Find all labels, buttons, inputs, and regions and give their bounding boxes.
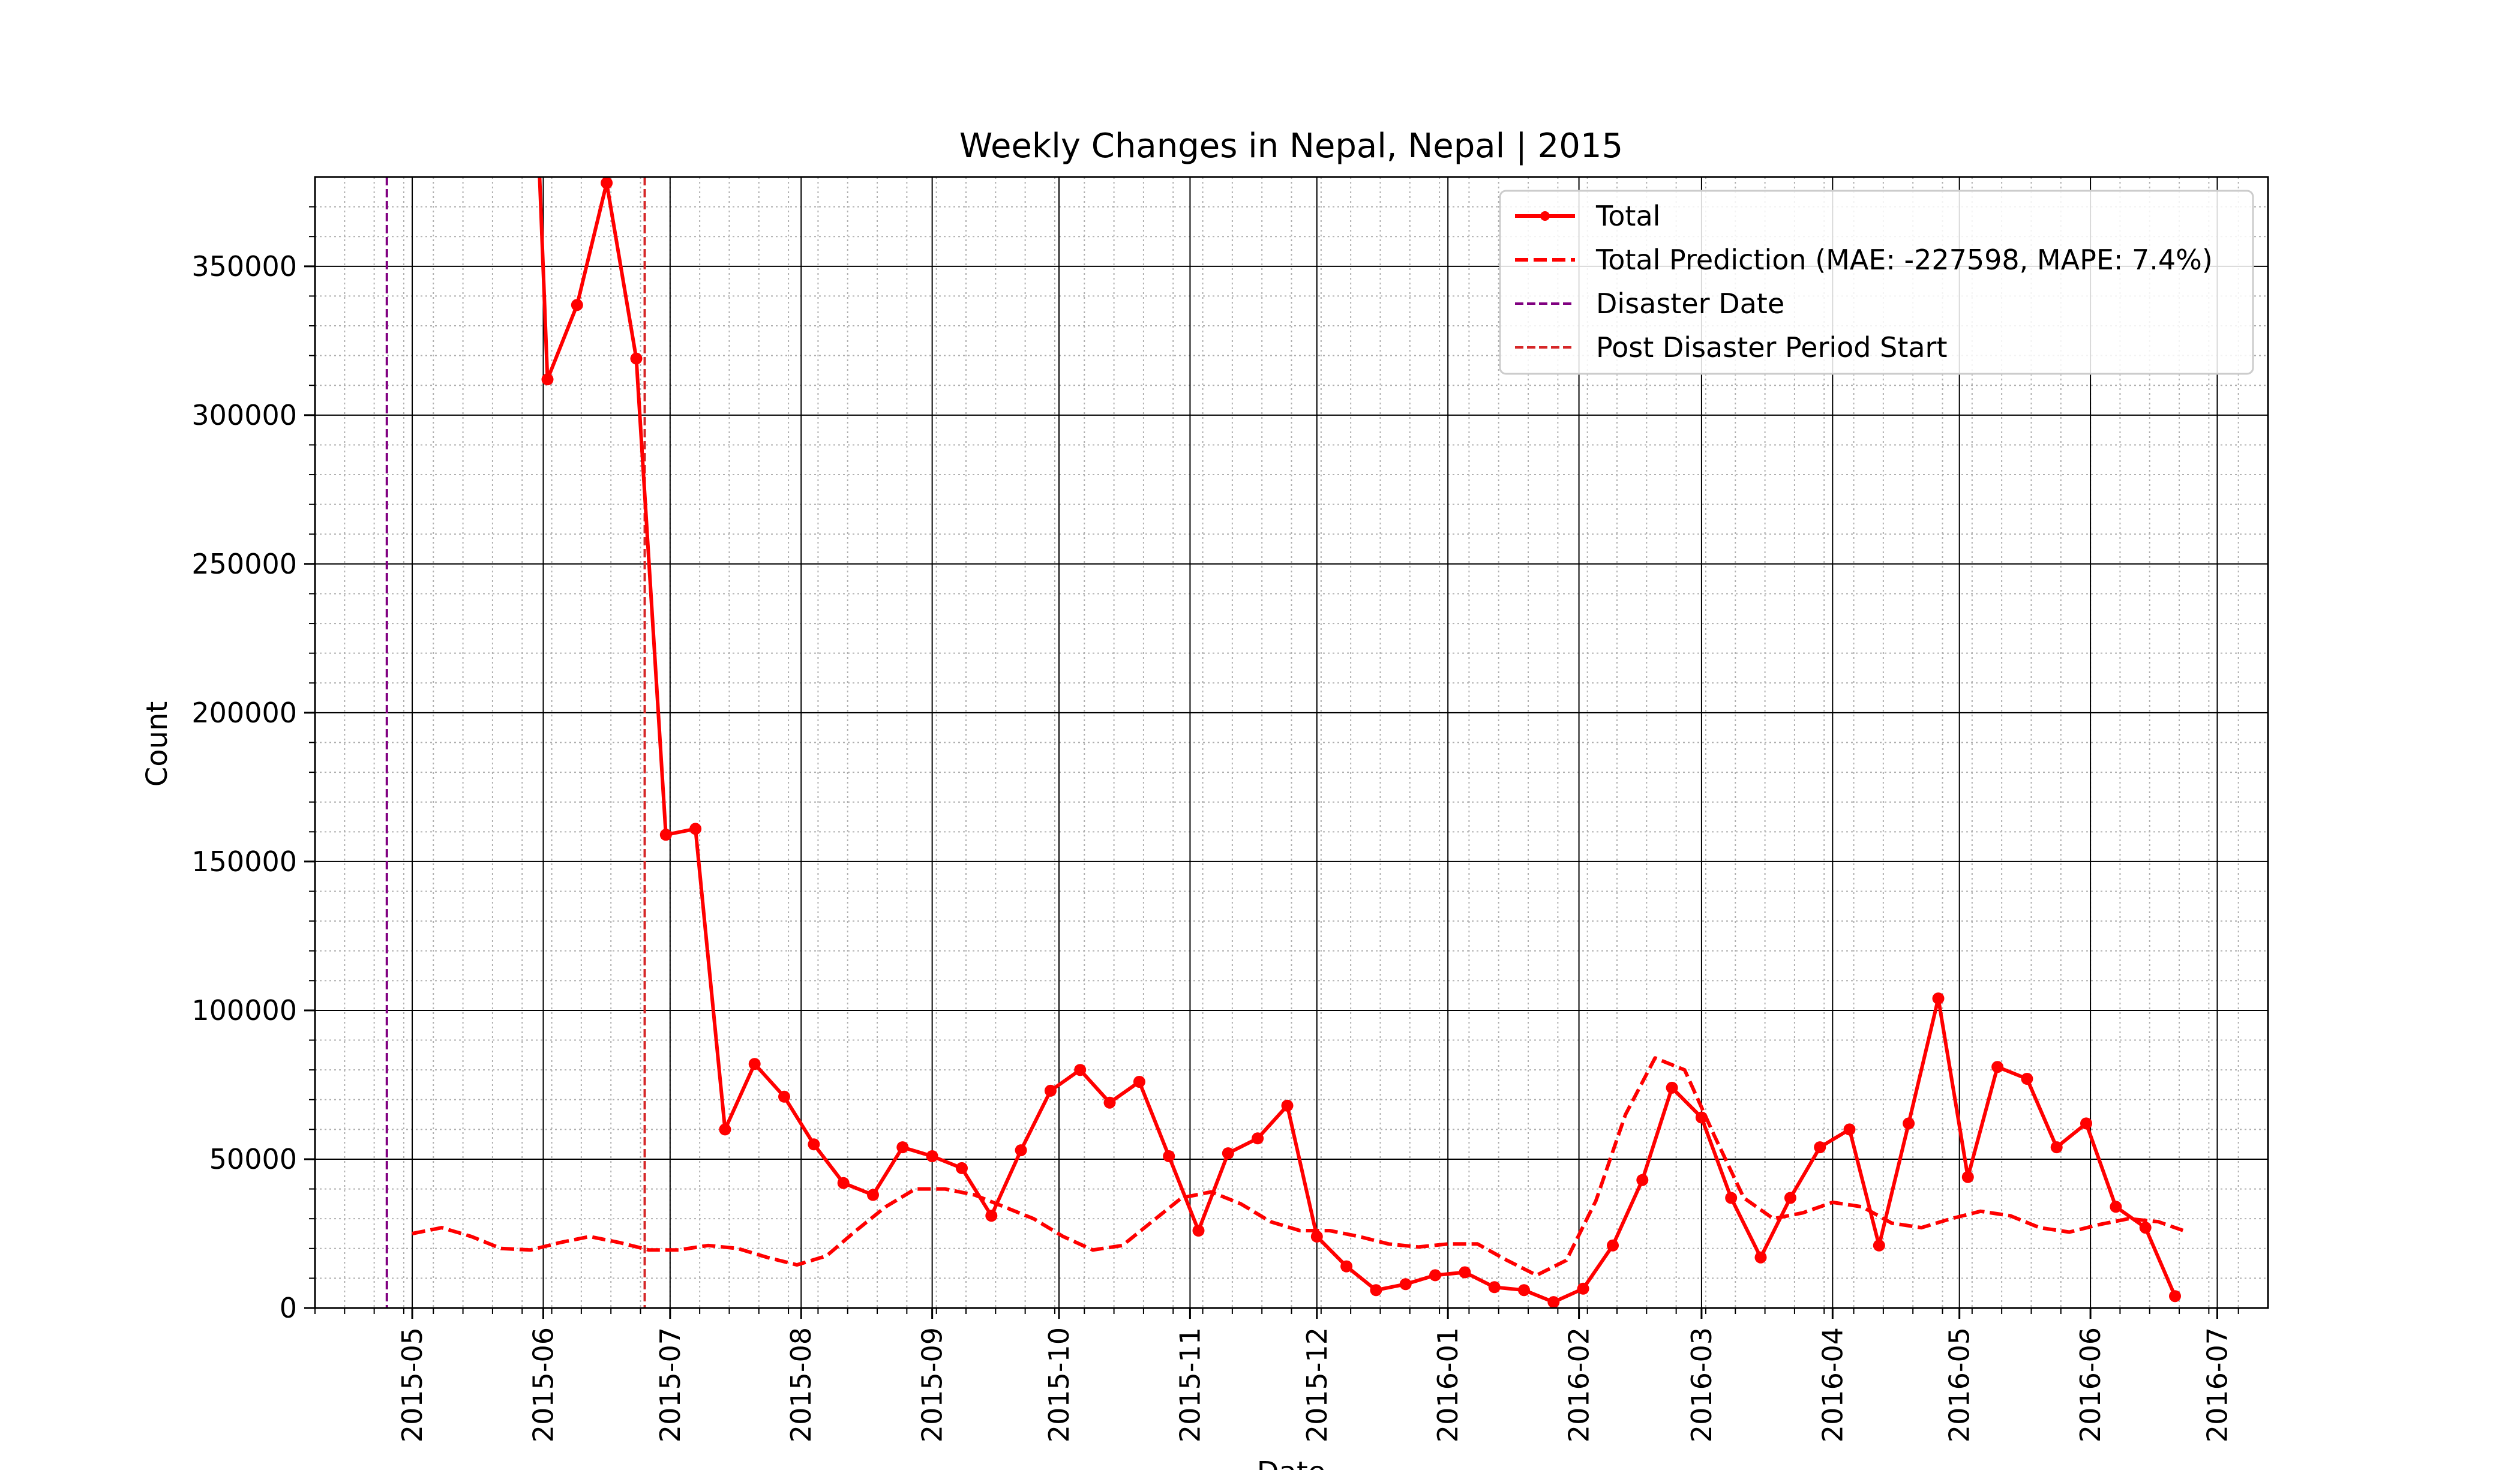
series-total-point [1044,1084,1057,1097]
series-total-point [1133,1076,1145,1088]
x-tick-label: 2016-05 [1943,1327,1976,1442]
x-tick-label: 2016-01 [1432,1327,1464,1442]
y-axis-label: Count [140,701,174,787]
series-total-point [1488,1281,1501,1294]
series-total-point [689,823,702,835]
x-tick-label: 2016-06 [2074,1327,2107,1442]
series-total-point [1399,1278,1412,1291]
x-tick-label: 2016-04 [1816,1327,1849,1442]
series-total-point [778,1090,790,1103]
series-total-point [1281,1099,1294,1112]
y-tick-label: 50000 [209,1143,297,1175]
y-tick-label: 350000 [191,250,297,283]
series-total-point [1577,1282,1589,1295]
x-ticks: 2015-05 2015-06 2015-07 2015-08 2015-09 2015-… [314,1308,2239,1442]
series-total-point [1903,1117,1915,1130]
series-total-point [719,1123,731,1136]
x-tick-label: 2015-06 [527,1327,559,1442]
series-total-point [1015,1144,1027,1157]
series-total-point [1843,1123,1856,1136]
series-total-point [1784,1192,1796,1204]
series-total-point [1340,1260,1353,1273]
series-total-point [1222,1147,1234,1160]
x-tick-label: 2015-05 [396,1327,428,1442]
series-total-point [1695,1111,1708,1124]
series-total-point [1961,1171,1974,1183]
series-total-point [1163,1150,1175,1162]
y-tick-label: 150000 [191,845,297,878]
x-tick-label: 2015-09 [916,1327,949,1442]
y-tick-label: 200000 [191,697,297,729]
series-total-point [1547,1296,1560,1308]
series-total-point [896,1141,909,1154]
series-total-point [748,1058,761,1070]
series-total-point [1814,1141,1826,1154]
series-total-point [1252,1132,1264,1145]
y-tick-label: 0 [280,1292,297,1324]
legend-label-post-disaster: Post Disaster Period Start [1596,331,1948,364]
series-total-point [1370,1284,1382,1297]
series-total-point [2139,1222,2152,1234]
y-tick-label: 100000 [191,994,297,1027]
series-total-point [630,352,643,365]
series-total-point [1607,1239,1619,1252]
x-tick-label: 2015-07 [654,1327,686,1442]
series-total-point [1666,1081,1678,1094]
x-tick-label: 2015-11 [1174,1327,1206,1442]
series-total-point [1074,1064,1087,1076]
x-tick-label: 2016-07 [2201,1327,2233,1442]
x-tick-label: 2015-08 [785,1327,817,1442]
legend: Total Total Prediction (MAE: -227598, MA… [1499,190,2254,375]
series-total-point [1310,1230,1323,1243]
series-total-point [956,1162,968,1174]
legend-label-disaster-date: Disaster Date [1596,287,1784,320]
series-layer [385,177,2189,1308]
series-prediction-line [412,1056,2189,1277]
series-total-point [1429,1269,1441,1282]
series-total-point [2021,1073,2033,1085]
series-total-point [1518,1284,1530,1297]
series-total-point [985,1210,998,1222]
series-total-point [1725,1192,1738,1204]
x-tick-label: 2015-12 [1301,1327,1333,1442]
series-total-point [1459,1266,1471,1279]
series-total-point [1873,1239,1885,1252]
x-tick-label: 2016-03 [1685,1327,1718,1442]
x-axis-label: Date [1257,1456,1326,1470]
series-total-point [1103,1096,1116,1109]
legend-marker-total [1540,211,1550,221]
series-total-point [2169,1290,2181,1303]
legend-box [1499,190,2254,375]
y-tick-label: 250000 [191,548,297,580]
series-total-point [2050,1141,2063,1154]
series-total-point [1192,1225,1205,1237]
y-ticks: 0 50000 100000 150000 200000 250000 300000 3500… [191,206,315,1324]
series-total-point [1636,1174,1649,1186]
series-total-point [601,177,613,189]
series-total-point [867,1189,879,1201]
series-total-point [541,373,554,386]
series-total-point [808,1138,820,1151]
legend-label-prediction: Total Prediction (MAE: -227598, MAPE: 7.… [1595,244,2213,276]
y-tick-label: 300000 [191,399,297,431]
series-total-point [926,1150,938,1162]
plot-area [385,177,2189,1308]
x-tick-label: 2016-02 [1563,1327,1595,1442]
series-total-point [1991,1061,2004,1073]
series-total-point [659,829,672,841]
series-total-point [2080,1117,2092,1130]
x-tick-label: 2015-10 [1043,1327,1075,1442]
legend-label-total: Total [1595,200,1660,232]
series-total-point [571,299,583,311]
series-total-point [2110,1201,2122,1213]
series-total-point [837,1177,850,1189]
chart-title: Weekly Changes in Nepal, Nepal | 2015 [959,127,1623,166]
series-total-point [1932,992,1945,1005]
series-total-point [1754,1251,1767,1264]
